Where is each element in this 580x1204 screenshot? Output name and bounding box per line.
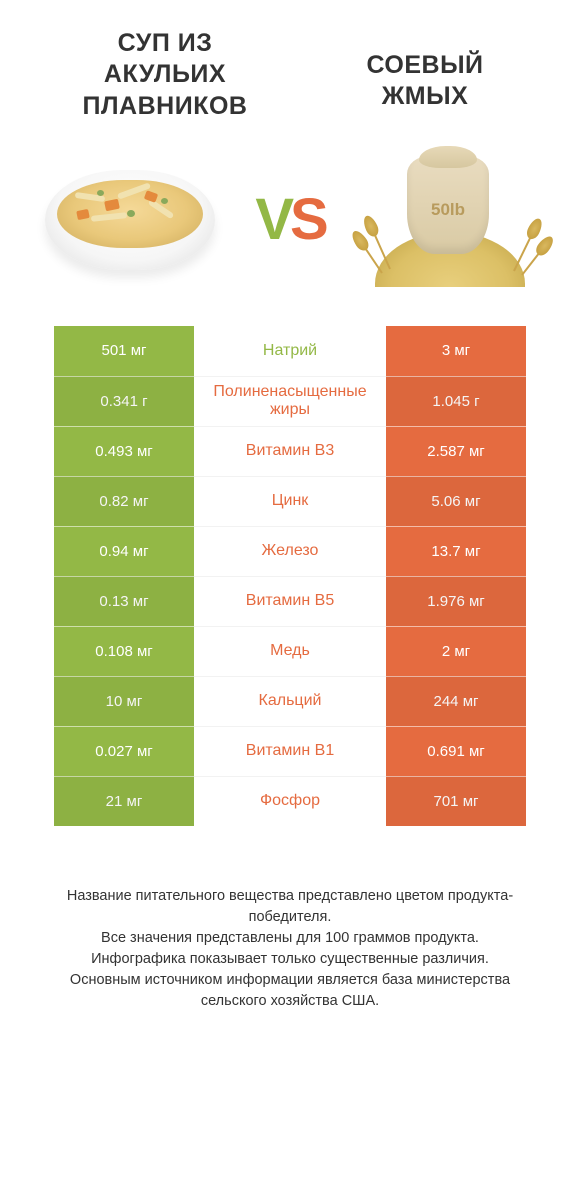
comparison-table: 501 мгНатрий3 мг0.341 гПолиненасыщенные … [54, 326, 526, 826]
header: СУП ИЗАКУЛЬИХПЛАВНИКОВ СОЕВЫЙЖМЫХ [0, 0, 580, 134]
table-row: 0.13 мгВитамин B51.976 мг [54, 576, 526, 626]
nutrient-name: Железо [194, 526, 386, 576]
value-left: 21 мг [54, 776, 194, 826]
table-row: 21 мгФосфор701 мг [54, 776, 526, 826]
soup-bowl-icon [45, 170, 215, 270]
table-row: 0.82 мгЦинк5.06 мг [54, 476, 526, 526]
nutrient-name: Витамин B3 [194, 426, 386, 476]
footer-line: Все значения представлены для 100 граммо… [36, 928, 544, 949]
sack-label: 50lb [407, 200, 489, 220]
value-left: 0.13 мг [54, 576, 194, 626]
table-row: 10 мгКальций244 мг [54, 676, 526, 726]
nutrient-name: Витамин B5 [194, 576, 386, 626]
value-right: 244 мг [386, 676, 526, 726]
grain-sack-icon: 50lb [375, 152, 525, 287]
value-right: 701 мг [386, 776, 526, 826]
value-left: 0.341 г [54, 376, 194, 426]
footer-notes: Название питательного вещества представл… [0, 886, 580, 1012]
footer-line: Основным источником информации является … [36, 970, 544, 1012]
vs-s: S [290, 187, 325, 252]
table-row: 0.94 мгЖелезо13.7 мг [54, 526, 526, 576]
nutrient-name: Полиненасыщенные жиры [194, 376, 386, 426]
table-row: 501 мгНатрий3 мг [54, 326, 526, 376]
value-left: 0.108 мг [54, 626, 194, 676]
table-row: 0.493 мгВитамин B32.587 мг [54, 426, 526, 476]
value-right: 1.976 мг [386, 576, 526, 626]
table-row: 0.108 мгМедь2 мг [54, 626, 526, 676]
value-right: 2 мг [386, 626, 526, 676]
table-row: 0.027 мгВитамин B10.691 мг [54, 726, 526, 776]
product-title-right: СОЕВЫЙЖМЫХ [310, 50, 540, 113]
nutrient-name: Кальций [194, 676, 386, 726]
value-right: 13.7 мг [386, 526, 526, 576]
vs-label: VS [255, 191, 324, 249]
images-row: VS 50lb [0, 134, 580, 326]
table-row: 0.341 гПолиненасыщенные жиры1.045 г [54, 376, 526, 426]
nutrient-name: Натрий [194, 326, 386, 376]
nutrient-name: Фосфор [194, 776, 386, 826]
footer-line: Название питательного вещества представл… [36, 886, 544, 928]
value-left: 0.82 мг [54, 476, 194, 526]
value-right: 0.691 мг [386, 726, 526, 776]
value-left: 0.493 мг [54, 426, 194, 476]
vs-v: V [255, 187, 290, 252]
nutrient-name: Цинк [194, 476, 386, 526]
nutrient-name: Медь [194, 626, 386, 676]
value-right: 5.06 мг [386, 476, 526, 526]
value-right: 1.045 г [386, 376, 526, 426]
value-left: 0.027 мг [54, 726, 194, 776]
product-image-left [40, 150, 220, 290]
product-image-right: 50lb [360, 150, 540, 290]
value-left: 0.94 мг [54, 526, 194, 576]
footer-line: Инфографика показывает только существенн… [36, 949, 544, 970]
product-title-left: СУП ИЗАКУЛЬИХПЛАВНИКОВ [40, 28, 290, 122]
value-left: 10 мг [54, 676, 194, 726]
value-right: 2.587 мг [386, 426, 526, 476]
value-left: 501 мг [54, 326, 194, 376]
nutrient-name: Витамин B1 [194, 726, 386, 776]
value-right: 3 мг [386, 326, 526, 376]
